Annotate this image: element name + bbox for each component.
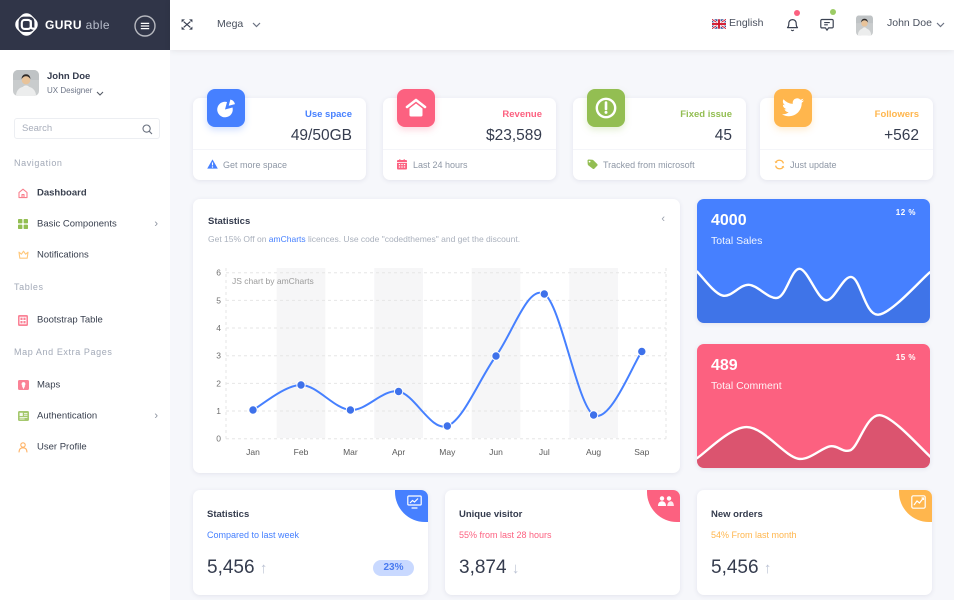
svg-text:Jun: Jun (489, 447, 503, 457)
svg-text:5: 5 (216, 295, 221, 305)
svg-text:Jul: Jul (539, 447, 550, 457)
svg-text:Aug: Aug (586, 447, 601, 457)
svg-text:3: 3 (216, 351, 221, 361)
svg-text:Sap: Sap (634, 447, 649, 457)
svg-text:Jan: Jan (246, 447, 260, 457)
svg-text:Feb: Feb (294, 447, 309, 457)
svg-text:0: 0 (216, 434, 221, 444)
svg-text:4: 4 (216, 323, 221, 333)
svg-text:Apr: Apr (392, 447, 405, 457)
svg-text:JS chart by amCharts: JS chart by amCharts (232, 276, 314, 286)
svg-text:6: 6 (216, 268, 221, 278)
svg-text:2: 2 (216, 378, 221, 388)
svg-text:1: 1 (216, 406, 221, 416)
svg-text:May: May (439, 447, 456, 457)
svg-text:Mar: Mar (343, 447, 358, 457)
